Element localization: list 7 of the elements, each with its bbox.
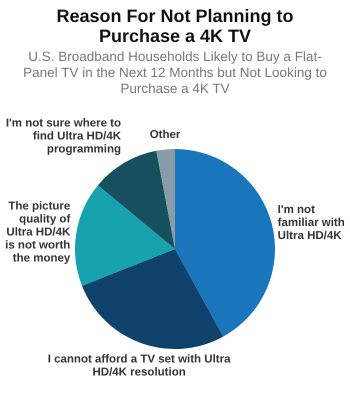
slice-label: I'm not sure where to find Ultra HD/4K programming	[6, 117, 122, 156]
slice-label: I cannot afford a TV set with Ultra HD/4K resolution	[48, 353, 232, 378]
slice-label: The picture quality of Ultra HD/4K is not worth the money	[5, 200, 71, 265]
slice-label: I'm not familiar with Ultra HD/4K	[278, 204, 345, 242]
chart-title: Reason For Not Planning to Purchase a 4K TV	[56, 6, 294, 46]
slice-label: Other	[150, 129, 181, 142]
chart-subtitle: U.S. Broadband Households Likely to Buy a Flat-Panel TV in the Next 12 Months but Not Looking to Purchase a 4K TV	[22, 49, 328, 97]
